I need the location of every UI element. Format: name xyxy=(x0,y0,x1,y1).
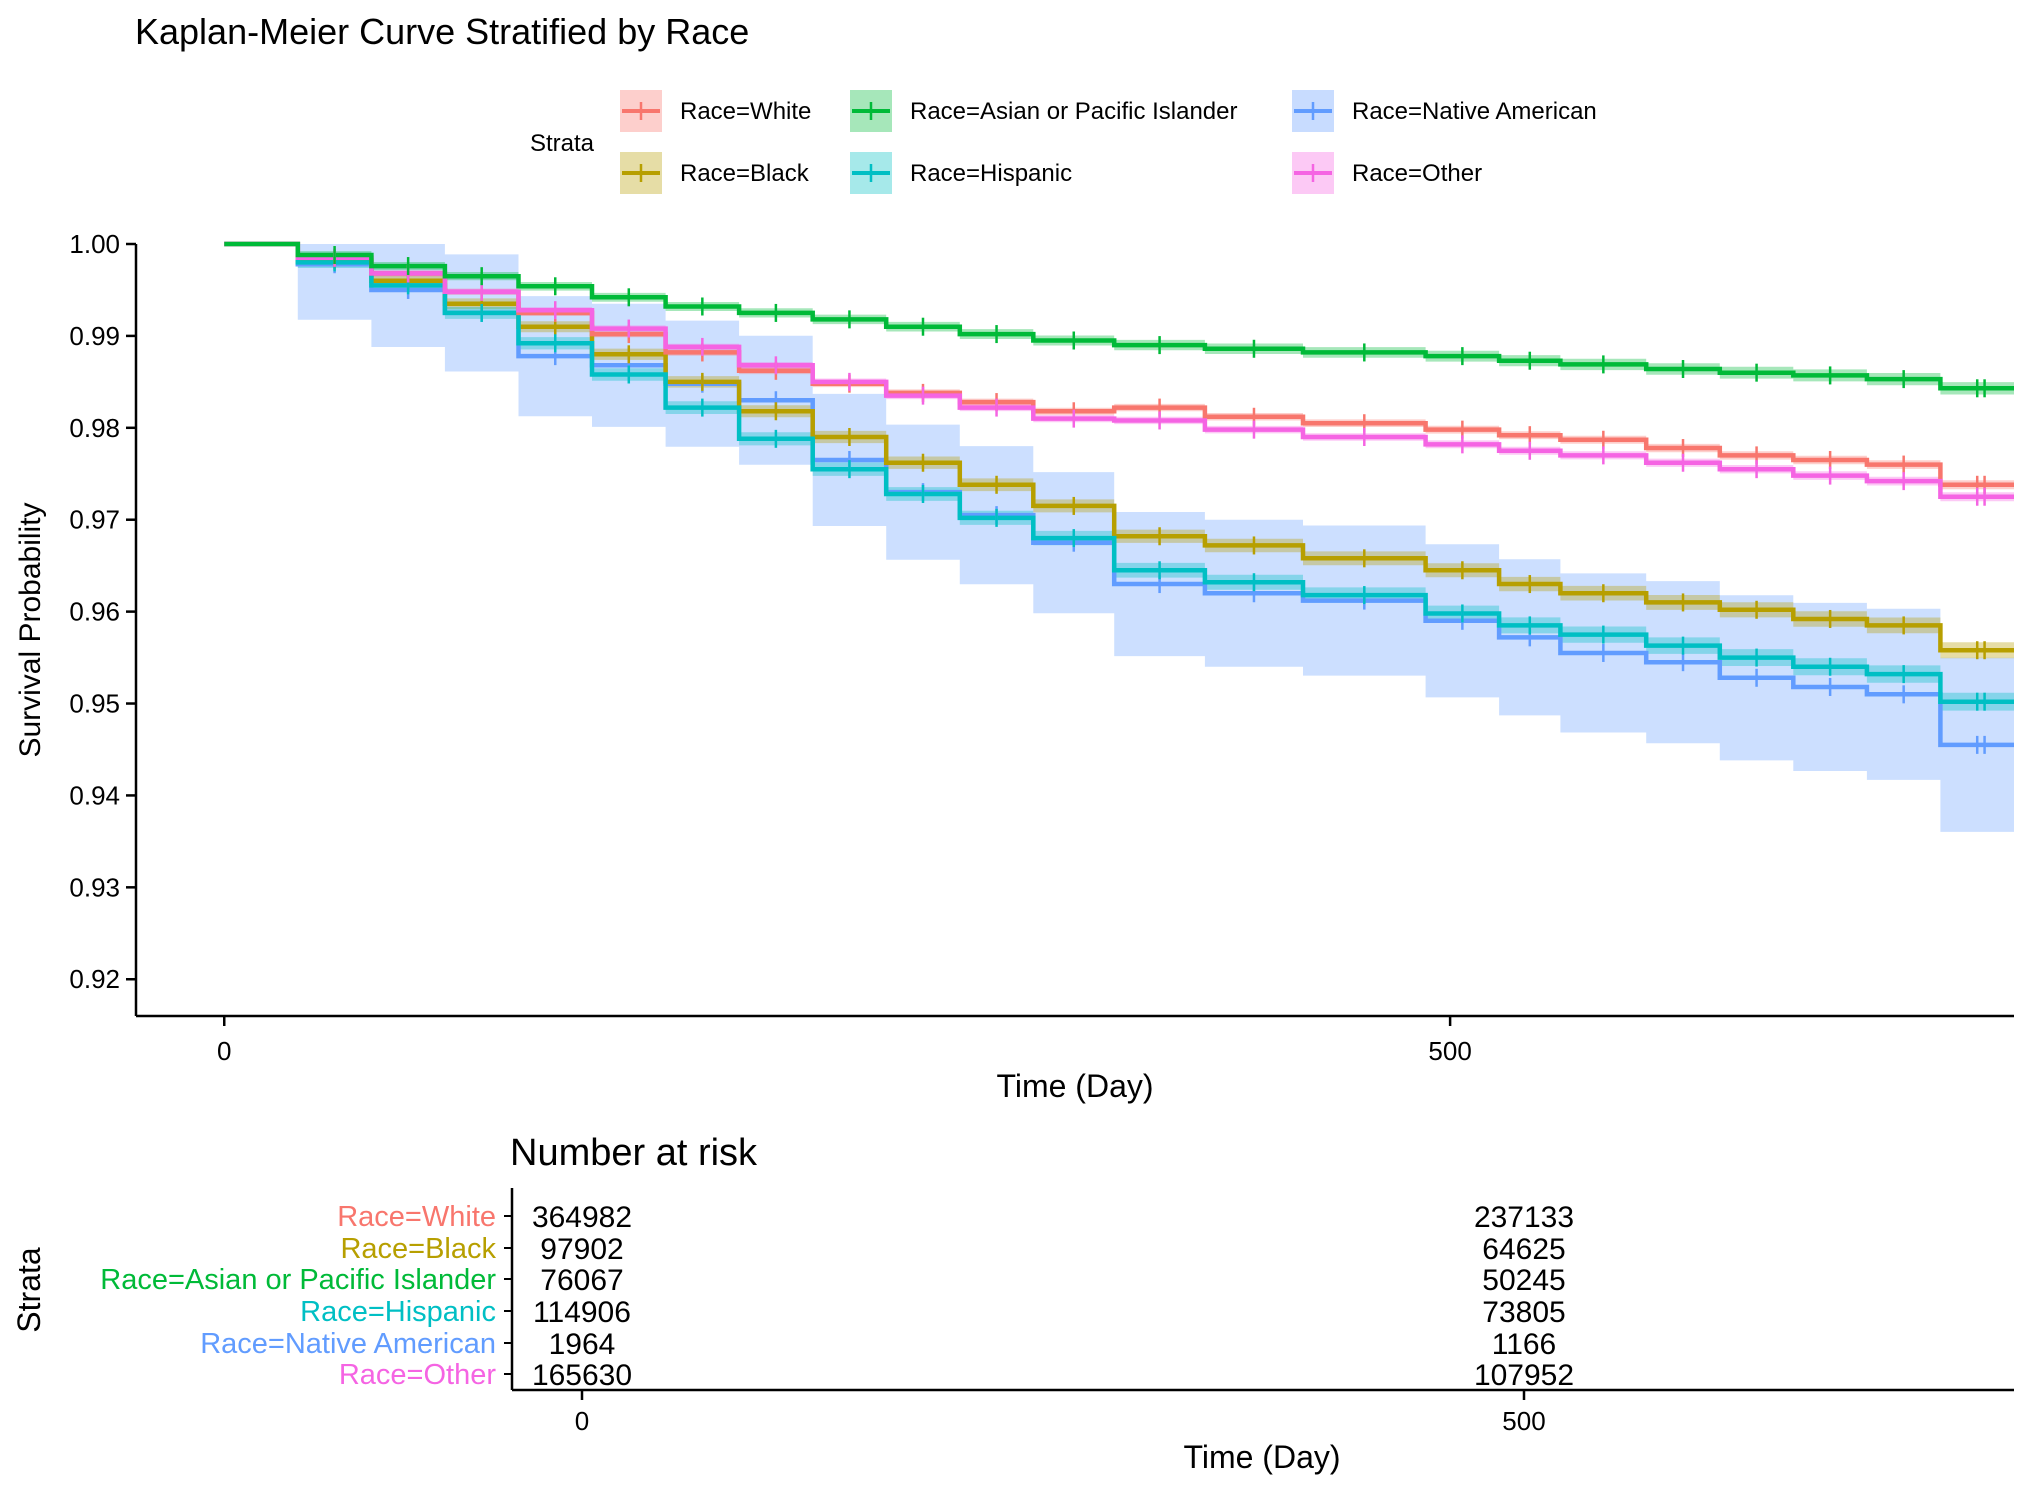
legend-item-race-asian-or-pacific-islander: Race=Asian or Pacific Islander xyxy=(850,90,1238,132)
y-tick-label: 0.98 xyxy=(69,413,120,443)
legend-label: Race=Black xyxy=(680,160,810,187)
risk-count-race-white: 364982 xyxy=(532,1201,632,1234)
y-tick-label: 0.94 xyxy=(69,780,120,810)
risk-count-race-other: 165630 xyxy=(532,1359,632,1392)
risk-count-race-native-american: 1964 xyxy=(549,1328,616,1361)
risk-count-race-other: 107952 xyxy=(1474,1359,1574,1392)
legend-item-race-other: Race=Other xyxy=(1292,152,1482,194)
legend: Strata Race=White Race=Black Race=Asian or… xyxy=(530,90,1597,194)
legend-item-race-hispanic: Race=Hispanic xyxy=(850,152,1072,194)
legend-label: Race=Asian or Pacific Islander xyxy=(910,98,1238,125)
chart-title: Kaplan-Meier Curve Stratified by Race xyxy=(135,11,749,52)
risk-table: Number at risk Race=White 364982 237133 Rac… xyxy=(11,1132,2014,1475)
risk-row-label-race-asian-or-pacific-islander: Race=Asian or Pacific Islander xyxy=(100,1264,496,1296)
x-tick-label: 500 xyxy=(1428,1036,1471,1066)
risk-table-title: Number at risk xyxy=(510,1132,758,1174)
y-tick-label: 0.96 xyxy=(69,597,120,627)
risk-row-label-race-black: Race=Black xyxy=(340,1233,496,1265)
risk-row-label-race-white: Race=White xyxy=(337,1201,496,1233)
risk-row-label-race-native-american: Race=Native American xyxy=(200,1328,496,1360)
risk-count-race-asian-or-pacific-islander: 50245 xyxy=(1482,1264,1565,1297)
ci-band-race-asian-or-pacific-islander xyxy=(224,244,2014,395)
risk-x-tick-label: 0 xyxy=(575,1406,589,1436)
x-axis-label: Time (Day) xyxy=(996,1068,1153,1104)
risk-count-race-hispanic: 114906 xyxy=(533,1296,631,1329)
risk-row-label-race-hispanic: Race=Hispanic xyxy=(300,1296,496,1328)
legend-label: Race=Other xyxy=(1352,160,1482,187)
risk-x-tick-label: 500 xyxy=(1502,1406,1545,1436)
risk-count-race-native-american: 1166 xyxy=(1492,1328,1557,1361)
risk-count-race-black: 64625 xyxy=(1482,1233,1565,1266)
risk-count-race-asian-or-pacific-islander: 76067 xyxy=(540,1264,623,1297)
y-tick-label: 1.00 xyxy=(69,229,120,259)
ci-band-race-native-american xyxy=(224,244,2014,834)
risk-count-race-white: 237133 xyxy=(1474,1201,1574,1234)
risk-table-y-axis-label: Strata xyxy=(11,1247,47,1333)
legend-label: Race=Hispanic xyxy=(910,160,1072,187)
y-axis-label: Survival Probability xyxy=(14,502,47,757)
y-tick-label: 0.99 xyxy=(69,321,120,351)
y-tick-label: 0.97 xyxy=(69,505,120,535)
legend-item-race-white: Race=White xyxy=(620,90,811,132)
x-tick-label: 0 xyxy=(217,1036,231,1066)
risk-count-race-black: 97902 xyxy=(540,1233,623,1266)
y-tick-label: 0.92 xyxy=(69,964,120,994)
legend-label: Race=White xyxy=(680,98,811,125)
risk-row-label-race-other: Race=Other xyxy=(339,1359,497,1391)
legend-title: Strata xyxy=(530,130,595,157)
y-tick-label: 0.93 xyxy=(69,872,120,902)
main-plot-area: 0.92 0.93 0.94 0.95 0.96 0.97 0.98 0.99 1.00 0 50… xyxy=(14,229,2014,1104)
risk-count-race-hispanic: 73805 xyxy=(1482,1296,1565,1329)
legend-label: Race=Native American xyxy=(1352,98,1597,125)
y-tick-label: 0.95 xyxy=(69,689,120,719)
risk-table-x-axis-label: Time (Day) xyxy=(1183,1439,1340,1475)
legend-item-race-native-american: Race=Native American xyxy=(1292,90,1597,132)
legend-item-race-black: Race=Black xyxy=(620,152,810,194)
